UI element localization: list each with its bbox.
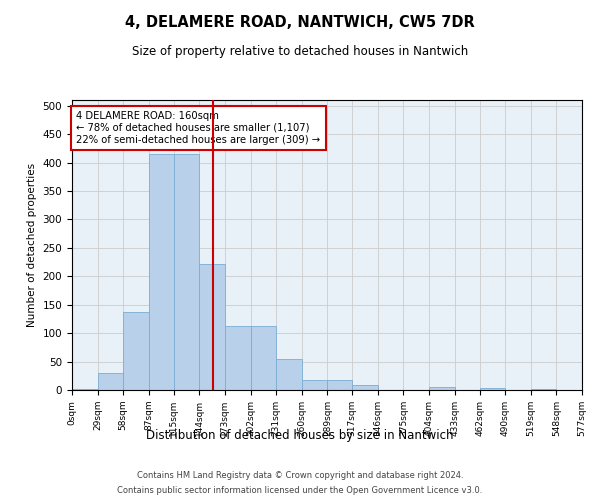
Bar: [98, 373, 123, 390]
Text: 4, DELAMERE ROAD, NANTWICH, CW5 7DR: 4, DELAMERE ROAD, NANTWICH, CW5 7DR: [125, 15, 475, 30]
Bar: [328, 380, 352, 390]
Bar: [531, 389, 556, 390]
Bar: [429, 387, 455, 390]
Text: Size of property relative to detached houses in Nantwich: Size of property relative to detached ho…: [132, 45, 468, 58]
Bar: [352, 386, 378, 390]
Bar: [302, 380, 328, 390]
Y-axis label: Number of detached properties: Number of detached properties: [27, 163, 37, 327]
Bar: [173, 154, 199, 390]
Bar: [276, 358, 302, 390]
Bar: [481, 388, 505, 390]
Text: Contains public sector information licensed under the Open Government Licence v3: Contains public sector information licen…: [118, 486, 482, 495]
Bar: [251, 326, 276, 390]
Text: Distribution of detached houses by size in Nantwich: Distribution of detached houses by size …: [146, 428, 454, 442]
Bar: [149, 154, 173, 390]
Text: Contains HM Land Registry data © Crown copyright and database right 2024.: Contains HM Land Registry data © Crown c…: [137, 471, 463, 480]
Bar: [72, 389, 98, 390]
Bar: [123, 312, 149, 390]
Bar: [199, 264, 225, 390]
Bar: [225, 326, 251, 390]
Text: 4 DELAMERE ROAD: 160sqm
← 78% of detached houses are smaller (1,107)
22% of semi: 4 DELAMERE ROAD: 160sqm ← 78% of detache…: [76, 112, 320, 144]
